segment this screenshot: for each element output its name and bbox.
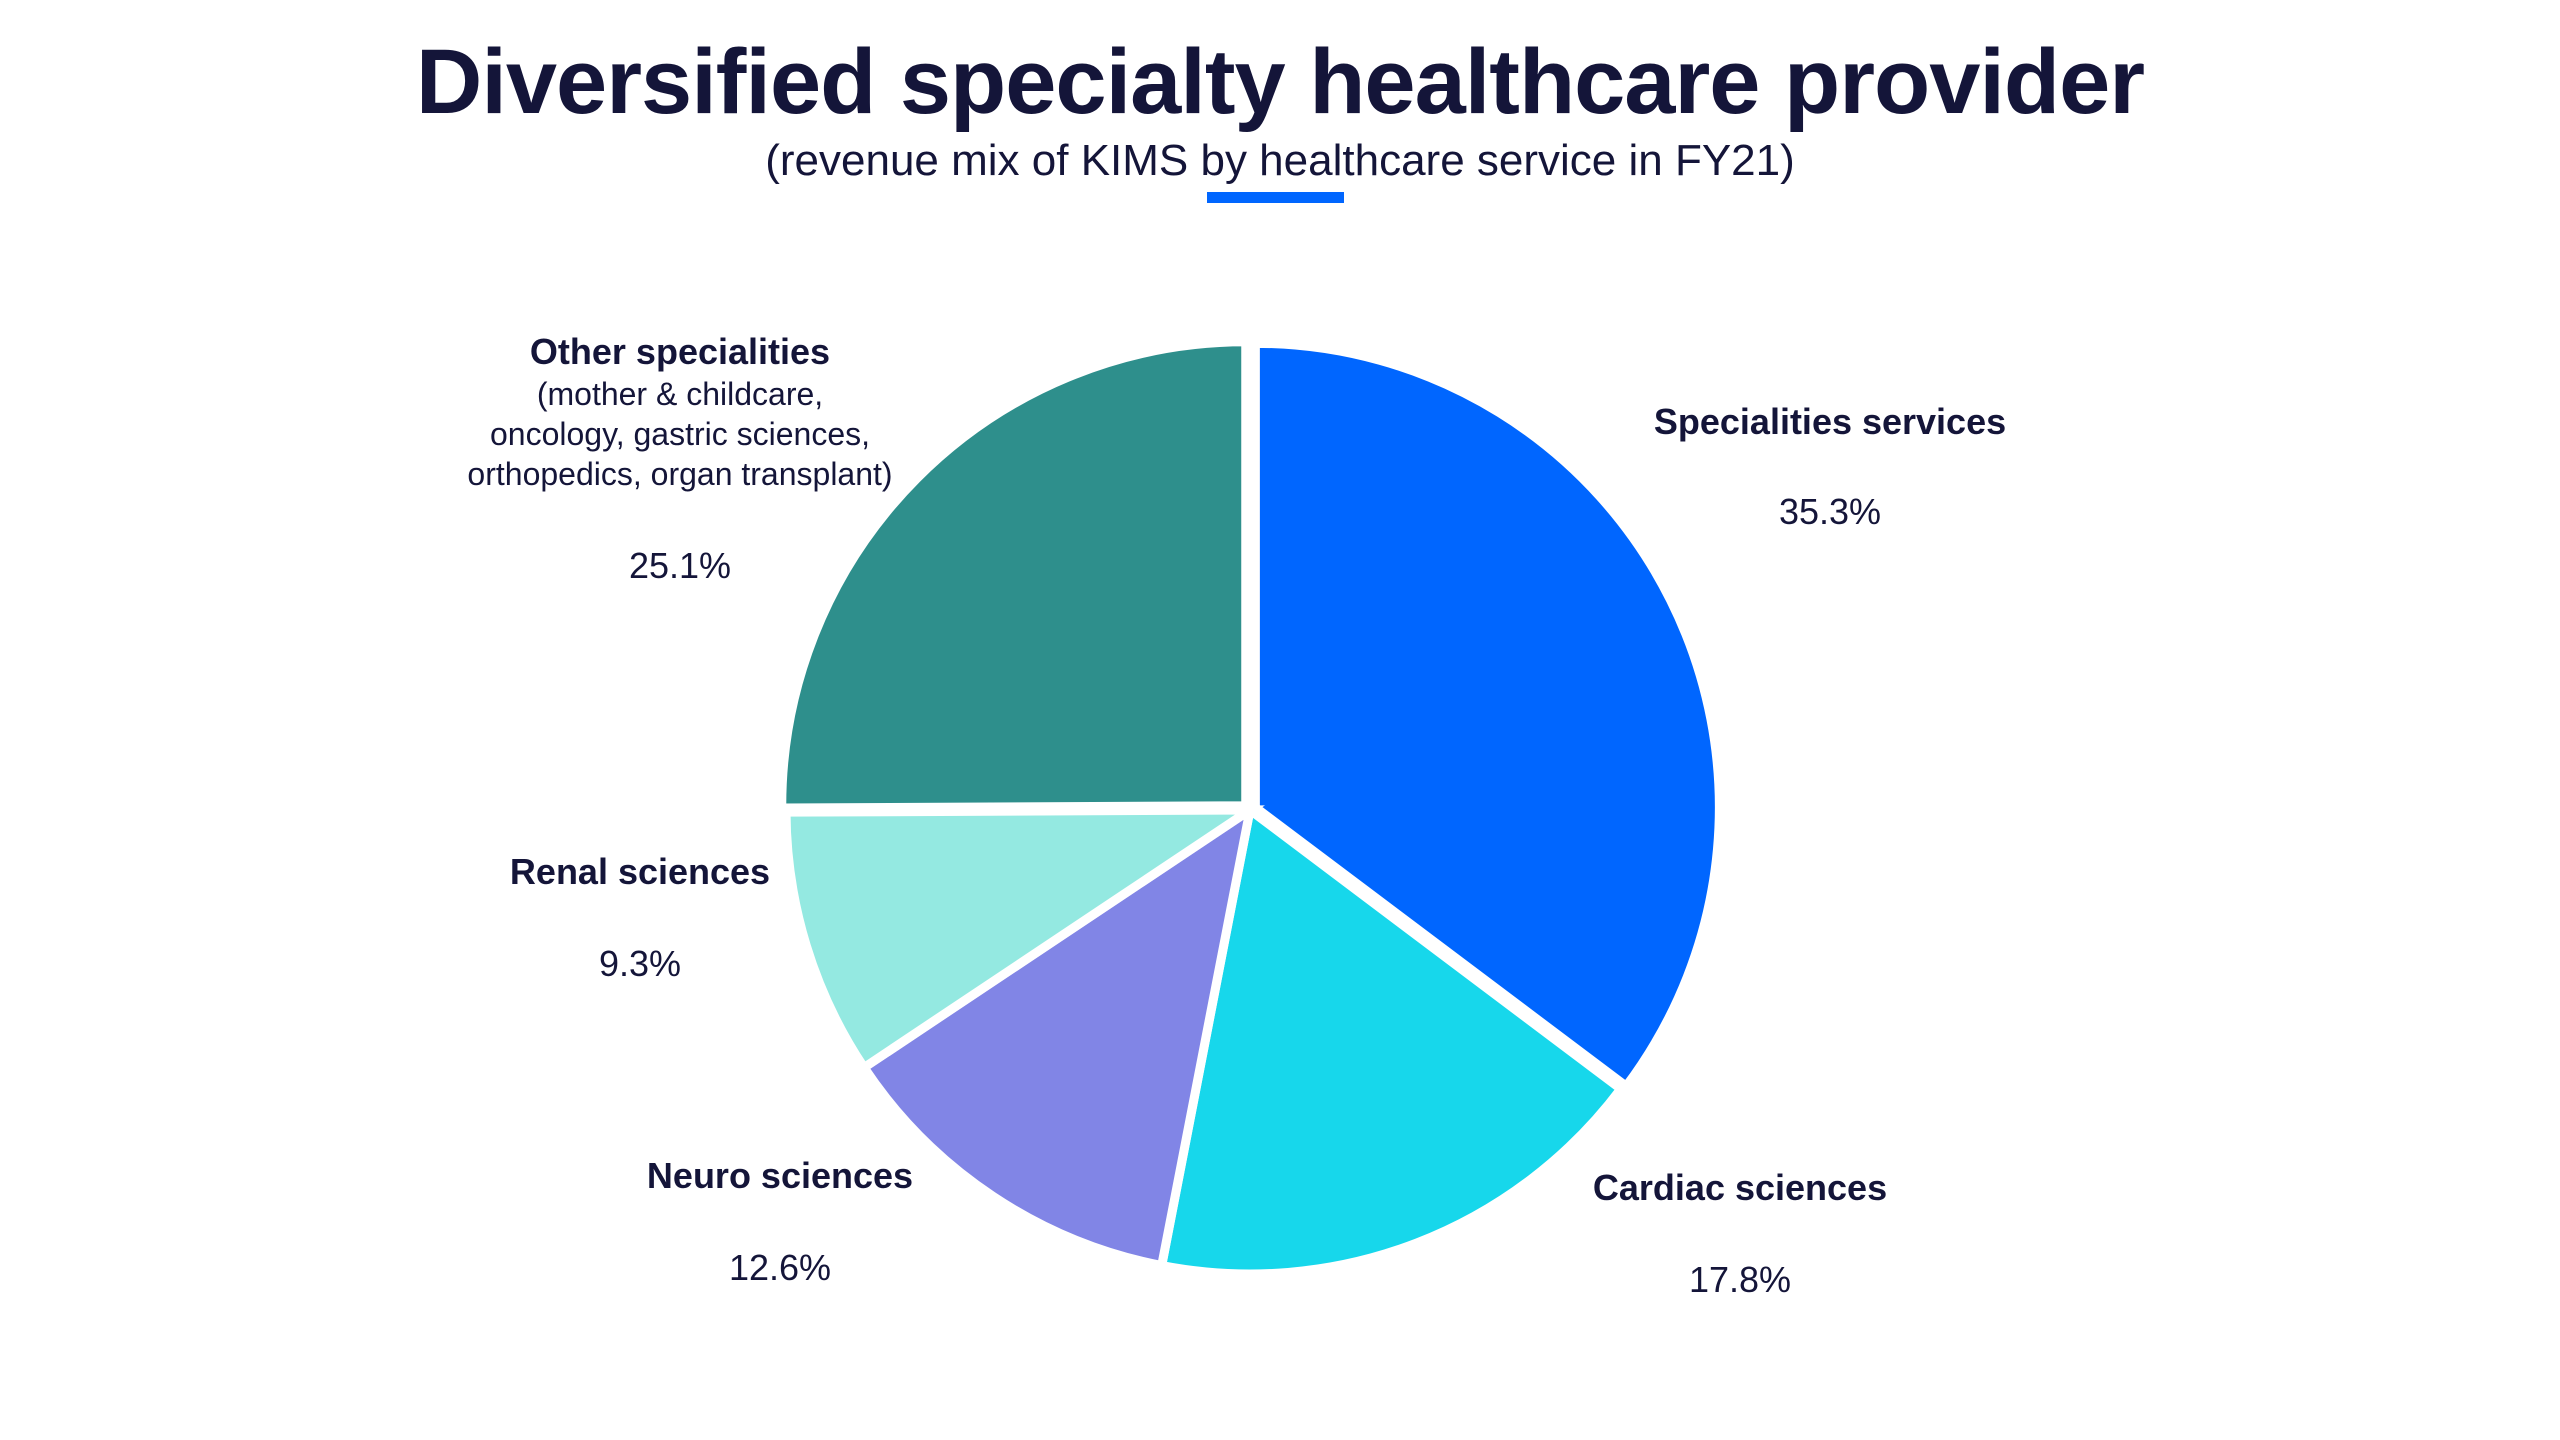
slice-label-cardiac-sciences: Cardiac sciences 17.8% bbox=[1540, 1166, 1940, 1302]
pie-slice-cardiac-sciences bbox=[1156, 802, 1628, 1279]
slice-detail-line: (mother & childcare, bbox=[536, 376, 824, 412]
slice-name: Neuro sciences bbox=[646, 1155, 914, 1196]
slice-value: 35.3% bbox=[1778, 491, 1882, 532]
slice-name: Specialities services bbox=[1653, 401, 2007, 442]
chart-title: Diversified specialty healthcare provide… bbox=[415, 31, 2145, 133]
subtitle-accent-underline bbox=[1207, 192, 1344, 203]
chart-subtitle: (revenue mix of KIMS by healthcare servi… bbox=[765, 136, 1795, 185]
slice-value: 12.6% bbox=[728, 1247, 832, 1288]
pie-slice-other-specialities bbox=[777, 337, 1251, 813]
slice-name: Cardiac sciences bbox=[1592, 1167, 1888, 1208]
slice-value: 9.3% bbox=[598, 943, 682, 984]
pie-slice-renal-sciences bbox=[781, 805, 1265, 1074]
slice-detail-line: orthopedics, organ transplant) bbox=[467, 456, 893, 492]
slice-name: Other specialities bbox=[529, 331, 831, 372]
slice-label-neuro-sciences: Neuro sciences 12.6% bbox=[620, 1154, 940, 1290]
slice-name: Renal sciences bbox=[509, 851, 771, 892]
pie-slice-specialities-services bbox=[1250, 338, 1724, 1093]
slice-value: 25.1% bbox=[628, 545, 732, 586]
slice-label-other-specialities: Other specialities (mother & childcare, … bbox=[420, 330, 940, 588]
slice-label-specialities-services: Specialities services 35.3% bbox=[1600, 400, 2060, 534]
slice-value: 17.8% bbox=[1688, 1259, 1792, 1300]
pie-slice-neuro-sciences bbox=[857, 800, 1257, 1271]
slice-label-renal-sciences: Renal sciences 9.3% bbox=[480, 850, 800, 986]
slice-detail-line: oncology, gastric sciences, bbox=[489, 416, 871, 452]
